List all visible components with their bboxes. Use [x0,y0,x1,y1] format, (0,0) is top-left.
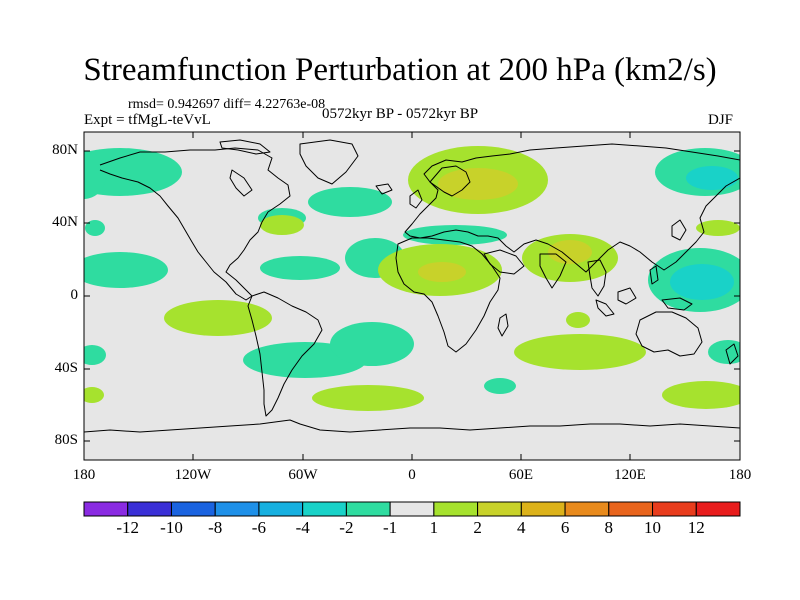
coast-india [539,253,567,289]
coast-south-america [247,291,323,417]
colorbar [83,501,741,517]
anomaly-neg-central-pacific-west [260,256,340,280]
x-tick-label: 120W [174,467,212,483]
anomaly-neg-north-atlantic [308,187,392,217]
coast-scandinavia [429,165,471,197]
anomaly-pos-labrador [260,215,304,235]
coast-arabia [483,249,525,275]
colorbar-box [433,501,479,517]
colorbar-box [520,501,566,517]
colorbar-box [214,501,260,517]
coast-british-isles [409,189,423,209]
anomaly-neg-southern-ocean [484,378,516,394]
x-tick-label: 180 [72,467,96,483]
expt-label: Expt = tfMgL-teVvL [84,112,211,128]
axis-ticks [84,132,740,460]
anomaly-pos-japan [696,220,740,236]
colorbar-label: -6 [251,518,266,537]
anomaly-neg-middle-east [403,225,507,245]
x-tick-label: 60W [288,467,318,483]
stats-text: rmsd= 0.942697 diff= 4.22763e-08 [128,97,326,112]
colorbar-box [83,501,129,517]
coast-japan [671,219,687,241]
coastlines [84,139,740,433]
colorbar-box [345,501,391,517]
colorbar-box [608,501,654,517]
coast-greenland [299,139,359,185]
anomaly-neg-east-siberia-core [686,166,738,190]
anomaly-pos-eastern-pacific [164,300,272,336]
colorbar-label: 8 [604,518,614,537]
coast-antarctica [84,419,740,433]
colorbar-label: 12 [687,518,705,537]
colorbar-label: -2 [339,518,354,537]
anomaly-fields [84,146,740,411]
colorbar-label: 2 [473,518,482,537]
coast-eurasia [404,143,740,273]
x-tick-label: 120E [614,467,646,483]
x-tick-label: 180 [728,467,752,483]
colorbar-box [170,501,216,517]
anomaly-pos-madagascar [566,312,590,328]
coast-indochina [587,259,607,297]
colorbar-label: 4 [517,518,526,537]
coast-madagascar [497,313,509,337]
coast-borneo [617,287,637,305]
y-tick-label: 0 [70,287,79,303]
colorbar-box [389,501,435,517]
colorbar-box [127,501,172,517]
anomaly-neg-central-pacific [84,252,168,288]
period-label: 0572kyr BP - 0572kyr BP [322,106,479,122]
chart-title: Streamfunction Perturbation at 200 hPa (… [83,52,717,88]
season-label: DJF [708,112,734,128]
anomaly-neg-alaska-edge [84,151,106,199]
y-tick-label: 40S [54,360,78,376]
coast-new-guinea [661,297,693,311]
colorbar-label: -10 [160,518,183,537]
colorbar-box [652,501,697,517]
anomaly-neg-west-atlantic [85,220,105,236]
x-tick-label: 60E [508,467,534,483]
colorbar-label: -1 [383,518,398,537]
anomaly-pos-north-africa-core [418,262,466,282]
y-tick-label: 80N [52,142,78,158]
anomaly-neg-south-atlantic [330,322,414,366]
coast-philippines [649,265,659,285]
y-tick-label: 40N [52,214,78,230]
colorbar-label: 6 [560,518,570,537]
anomaly-neg-west-pacific-core [670,264,734,300]
colorbar-label: -12 [116,518,140,537]
anomaly-pos-indian-ocean [514,334,646,370]
coast-north-america [99,147,291,301]
anomaly-pos-antarctic-edge [84,387,104,403]
colorbar-label: -8 [208,518,223,537]
colorbar-box [564,501,610,517]
anomaly-pos-south-atlantic [312,385,424,411]
colorbar-label: 10 [644,518,661,537]
coast-sumatra [595,299,615,317]
coast-australia [635,311,703,357]
anomaly-pos-south-asia-core [548,240,592,264]
colorbar-box [477,501,522,517]
coast-africa [395,237,501,353]
colorbar-label: -4 [295,518,310,537]
anomaly-neg-aleutian [84,148,182,196]
colorbar-box [695,501,741,517]
colorbar-label: 1 [429,518,439,537]
colorbar-box [302,501,347,517]
anomaly-pos-south-pacific [662,381,740,409]
x-tick-label: 0 [408,467,416,483]
coast-arctic-islands [219,139,271,155]
y-tick-label: 80S [54,432,78,448]
colorbar-box [258,501,304,517]
anomaly-neg-tasman [708,340,740,364]
anomaly-neg-southwest [84,345,106,365]
coast-new-zealand [725,343,739,365]
coast-hudson-bay [229,169,253,197]
coast-iceland [375,183,393,195]
